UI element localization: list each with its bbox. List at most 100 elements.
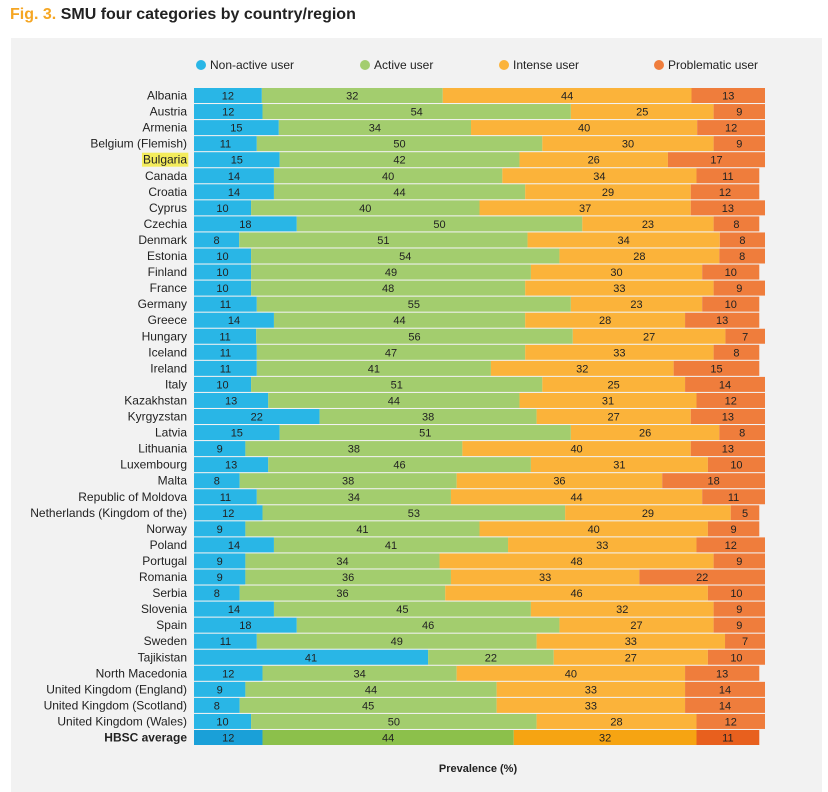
value-label-austria-non-active-user: 12	[222, 107, 234, 119]
value-label-ireland-problematic-user: 15	[710, 363, 722, 375]
value-label-finland-non-active-user: 10	[216, 267, 228, 279]
bar-lithuania-non-active-user	[194, 441, 246, 457]
value-label-albania-problematic-user: 13	[722, 91, 734, 103]
legend-marker-problematic-user	[654, 60, 664, 70]
value-label-spain-intense-user: 27	[630, 620, 642, 632]
bar-belgium-flemish-active-user	[256, 136, 543, 152]
value-label-portugal-problematic-user: 9	[736, 556, 742, 568]
value-label-north-macedonia-non-active-user: 12	[222, 668, 234, 680]
bar-poland-active-user	[273, 537, 509, 553]
value-label-hbsc-average-intense-user: 32	[599, 733, 611, 745]
value-label-sweden-non-active-user: 11	[220, 636, 231, 648]
category-label-norway: Norway	[146, 522, 187, 536]
value-label-romania-problematic-user: 22	[696, 572, 708, 584]
bar-germany-problematic-user	[702, 296, 760, 312]
value-label-kyrgyzstan-intense-user: 27	[608, 412, 620, 424]
bar-malta-non-active-user	[194, 473, 240, 489]
bar-france-problematic-user	[713, 280, 765, 296]
bar-albania-intense-user	[442, 88, 692, 103]
bar-cyprus-problematic-user	[690, 200, 765, 216]
value-label-iceland-active-user: 47	[385, 347, 397, 359]
value-label-czechia-problematic-user: 8	[733, 219, 739, 231]
category-label-netherlands-kingdom-of-the: Netherlands (Kingdom of the)	[30, 506, 187, 520]
category-labels: Albania Austria Armenia Belgium (Flemish) Bu…	[30, 89, 189, 745]
value-label-serbia-active-user: 36	[336, 588, 348, 600]
bar-hungary-intense-user	[572, 328, 726, 344]
value-label-estonia-problematic-user: 8	[739, 251, 745, 263]
value-label-cyprus-problematic-user: 13	[722, 203, 734, 215]
bar-greece-non-active-user	[194, 312, 274, 328]
value-label-canada-intense-user: 34	[593, 171, 605, 183]
value-label-ireland-non-active-user: 11	[220, 363, 231, 375]
bar-tajikistan-non-active-user	[194, 649, 429, 665]
value-label-hungary-intense-user: 27	[643, 331, 655, 343]
value-label-serbia-intense-user: 46	[570, 588, 582, 600]
value-label-greece-problematic-user: 13	[716, 315, 728, 327]
bar-armenia-active-user	[278, 120, 472, 136]
value-label-cyprus-non-active-user: 10	[216, 203, 228, 215]
value-label-czechia-active-user: 50	[433, 219, 445, 231]
bar-netherlands-kingdom-of-the-intense-user	[565, 505, 731, 521]
value-label-denmark-non-active-user: 8	[214, 235, 220, 247]
value-label-netherlands-kingdom-of-the-intense-user: 29	[642, 508, 654, 520]
value-label-norway-active-user: 41	[356, 524, 368, 536]
bar-denmark-non-active-user	[194, 232, 240, 248]
category-label-austria: Austria	[150, 105, 188, 119]
bar-bulgaria-non-active-user	[194, 152, 280, 168]
bars: 12 32 44 13 12 54 25 9 15 34 40 12 11 50 30 9 15 42 26 17 14…	[194, 88, 765, 745]
value-label-czechia-non-active-user: 18	[239, 219, 251, 231]
value-label-italy-problematic-user: 14	[719, 379, 731, 391]
bar-latvia-non-active-user	[194, 425, 280, 441]
bar-kazakhstan-problematic-user	[696, 392, 765, 408]
value-label-finland-active-user: 49	[385, 267, 397, 279]
value-label-poland-intense-user: 33	[596, 540, 608, 552]
bar-republic-of-moldova-problematic-user	[702, 489, 765, 505]
bar-serbia-intense-user	[445, 585, 708, 601]
category-label-canada: Canada	[145, 169, 187, 183]
value-label-cyprus-active-user: 40	[359, 203, 371, 215]
value-label-luxembourg-problematic-user: 10	[730, 460, 742, 472]
value-label-lithuania-intense-user: 40	[570, 444, 582, 456]
value-label-finland-problematic-user: 10	[725, 267, 737, 279]
bar-serbia-problematic-user	[707, 585, 765, 601]
bar-belgium-flemish-problematic-user	[713, 136, 765, 152]
value-label-ireland-intense-user: 32	[576, 363, 588, 375]
value-label-lithuania-non-active-user: 9	[217, 444, 223, 456]
bar-spain-problematic-user	[713, 617, 765, 633]
value-label-croatia-non-active-user: 14	[228, 187, 240, 199]
bar-north-macedonia-problematic-user	[685, 665, 760, 681]
bar-hungary-problematic-user	[725, 328, 765, 344]
category-label-bulgaria: Bulgaria	[143, 153, 187, 167]
category-label-iceland: Iceland	[148, 345, 187, 359]
value-label-republic-of-moldova-problematic-user: 11	[728, 492, 739, 504]
value-label-luxembourg-active-user: 46	[393, 460, 405, 472]
value-label-belgium-flemish-non-active-user: 11	[220, 139, 231, 151]
figure-title: Fig. 3. SMU four categories by country/r…	[10, 6, 356, 24]
value-label-denmark-problematic-user: 8	[739, 235, 745, 247]
value-label-hungary-problematic-user: 7	[742, 331, 748, 343]
value-label-malta-problematic-user: 18	[707, 476, 719, 488]
bar-canada-active-user	[273, 168, 503, 184]
category-label-albania: Albania	[147, 89, 187, 103]
bar-latvia-active-user	[279, 425, 571, 441]
value-label-belgium-flemish-intense-user: 30	[622, 139, 634, 151]
bar-united-kingdom-england-problematic-user	[685, 681, 765, 697]
value-label-portugal-non-active-user: 9	[217, 556, 223, 568]
value-label-belgium-flemish-problematic-user: 9	[736, 139, 742, 151]
category-label-france: France	[150, 281, 188, 295]
bar-armenia-intense-user	[471, 120, 698, 136]
value-label-armenia-non-active-user: 15	[230, 123, 242, 135]
category-label-poland: Poland	[150, 538, 187, 552]
bar-kazakhstan-active-user	[268, 392, 520, 408]
value-label-albania-intense-user: 44	[561, 91, 573, 103]
value-label-latvia-intense-user: 26	[639, 428, 651, 440]
bar-italy-active-user	[251, 376, 543, 392]
bar-kyrgyzstan-intense-user	[536, 409, 691, 424]
value-label-kazakhstan-non-active-user: 13	[225, 395, 237, 407]
bar-denmark-active-user	[239, 232, 528, 248]
value-label-malta-active-user: 38	[342, 476, 354, 488]
bar-slovenia-non-active-user	[194, 601, 274, 617]
value-label-france-intense-user: 33	[613, 283, 625, 295]
category-label-cyprus: Cyprus	[149, 201, 187, 215]
bar-slovenia-intense-user	[530, 601, 714, 617]
